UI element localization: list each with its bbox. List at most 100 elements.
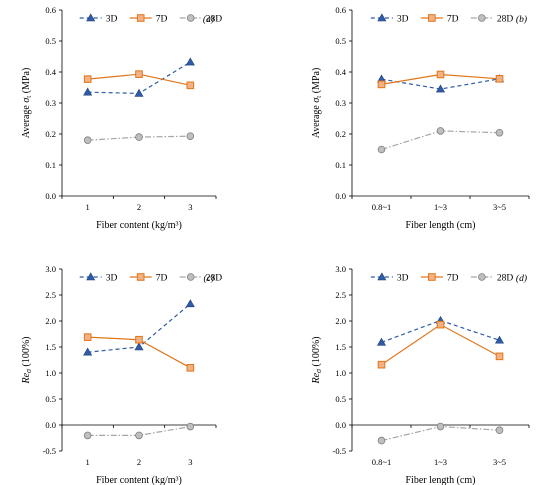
legend-marker [478, 273, 486, 281]
legend-label: 3D [397, 15, 409, 25]
x-axis-title: Fiber length (cm) [406, 220, 476, 231]
legend: 3D 7D 28D [370, 13, 513, 25]
x-tick-label: 0.8~1 [372, 202, 391, 212]
x-tick-label: 3~5 [493, 457, 506, 467]
y-tick-label: 0.5 [335, 394, 346, 404]
y-tick-label: -0.5 [333, 446, 346, 456]
data-point [377, 80, 386, 89]
y-tick-label: 2.5 [335, 290, 346, 300]
series-3d [376, 315, 505, 346]
data-point [186, 422, 195, 431]
data-point [436, 422, 445, 431]
y-tick-label: 2.0 [45, 316, 56, 326]
data-point [83, 347, 93, 356]
legend-label: 28D [206, 274, 223, 284]
legend-label: 7D [156, 274, 168, 284]
legend-label: 28D [497, 274, 513, 284]
y-tick-label: 1.0 [335, 368, 346, 378]
series-7d [377, 70, 504, 89]
series-28d [377, 127, 504, 154]
legend-marker [136, 14, 145, 22]
y-tick-label: 0.3 [335, 98, 346, 108]
legend-label: 3D [397, 274, 409, 284]
x-tick-label: 1 [86, 202, 90, 212]
legend-marker [377, 13, 387, 22]
data-point [376, 337, 387, 346]
data-point [185, 299, 195, 308]
legend-marker [377, 272, 387, 281]
y-tick-label: 3.0 [335, 264, 346, 274]
legend-label: 3D [106, 274, 118, 284]
series-7d [83, 333, 195, 372]
y-axis-title: Average σt (MPa) [21, 68, 33, 139]
data-point [436, 127, 445, 135]
y-tick-label: 0.5 [335, 36, 346, 46]
y-tick-label: 1.5 [335, 342, 346, 352]
legend-marker [136, 273, 145, 281]
data-point [185, 57, 195, 66]
data-point [83, 87, 93, 96]
data-point [135, 70, 143, 78]
y-tick-label: 0.0 [335, 420, 346, 430]
chart-panel: 0.0 0.1 0.2 0.3 0.4 0.5 0.6 1 2 3 Fiber content (k… [21, 5, 222, 231]
data-point [83, 75, 92, 83]
legend: 3D 7D 28D [370, 272, 513, 284]
chart-panel: -0.5 0.0 0.5 1.0 1.5 2.0 2.5 3.0 0.8~1 1~3 3~5 Fibe… [311, 264, 530, 485]
legend: 3D 7D 28D [79, 272, 223, 284]
legend-marker [186, 273, 195, 281]
x-axis-title: Fiber length (cm) [406, 475, 476, 485]
series-3d [83, 57, 195, 97]
data-point [135, 133, 143, 141]
panel-letter: (d) [516, 273, 527, 284]
y-axis-title: Average σt (MPa) [311, 68, 323, 139]
y-tick-label: 0.4 [335, 67, 346, 77]
data-point [83, 431, 92, 440]
chart-panel: -0.5 0.0 0.5 1.0 1.5 2.0 2.5 3.0 1 2 3 Fiber conten… [21, 264, 222, 485]
y-tick-label: 0.3 [45, 98, 56, 108]
y-tick-label: 0.6 [45, 5, 56, 15]
legend-label: 3D [106, 15, 118, 25]
legend-marker [186, 14, 195, 22]
y-tick-label: 0.5 [45, 36, 56, 46]
series-line [381, 323, 500, 366]
data-point [135, 431, 143, 440]
x-tick-label: 2 [137, 457, 141, 467]
data-point [436, 320, 445, 329]
y-tick-label: 1.0 [45, 368, 56, 378]
y-tick-label: 0.5 [45, 394, 56, 404]
data-point [435, 84, 446, 93]
data-point [495, 352, 504, 361]
data-point [186, 364, 195, 372]
x-tick-label: 3 [188, 457, 192, 467]
data-point [436, 70, 445, 79]
y-tick-label: 3.0 [45, 264, 56, 274]
x-tick-label: 1~3 [434, 457, 447, 467]
y-tick-label: 0.2 [335, 129, 346, 139]
legend-label: 7D [447, 15, 459, 25]
y-axis-title: Reσ (100%) [311, 337, 323, 385]
series-3d [83, 299, 195, 356]
data-point [135, 335, 143, 344]
legend-label: 7D [447, 274, 459, 284]
y-tick-label: 0.2 [45, 129, 56, 139]
y-axis-title: Reσ (100%) [21, 337, 33, 385]
legend-label: 28D [206, 15, 223, 25]
data-point [495, 75, 504, 83]
legend-marker [86, 13, 96, 22]
x-tick-label: 3~5 [493, 202, 506, 212]
chart-panel: 0.0 0.1 0.2 0.3 0.4 0.5 0.6 0.8~1 1~3 3~5 Fiber le… [311, 5, 530, 231]
legend-marker [428, 14, 436, 22]
series-28d [83, 132, 195, 145]
y-tick-label: 1.5 [45, 342, 56, 352]
x-axis-title: Fiber content (kg/m³) [96, 475, 182, 485]
panel-letter: (b) [516, 14, 527, 25]
y-tick-label: 0.0 [45, 420, 56, 430]
data-point [494, 335, 505, 344]
legend-label: 28D [497, 15, 513, 25]
data-point [134, 342, 144, 351]
y-tick-label: 0.1 [45, 160, 56, 170]
y-tick-label: -0.5 [43, 446, 56, 456]
x-tick-label: 1 [86, 457, 90, 467]
data-point [83, 136, 92, 145]
